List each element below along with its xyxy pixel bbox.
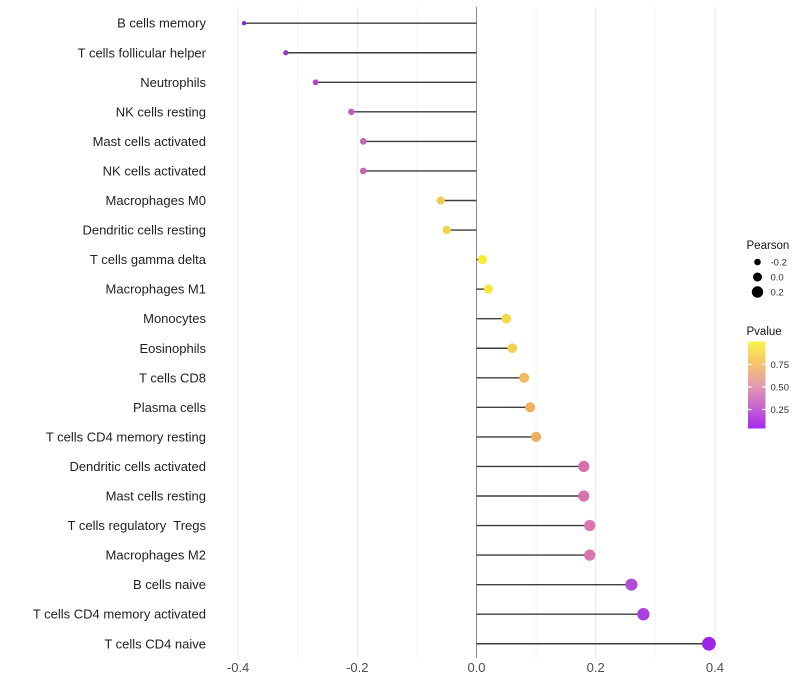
y-axis-label: Macrophages M1 [106, 282, 206, 297]
y-axis-label: Neutrophils [140, 75, 206, 90]
y-axis-label: T cells gamma delta [90, 252, 207, 267]
lollipop-dot [525, 402, 536, 413]
x-axis-tick-label: -0.4 [227, 660, 249, 675]
legend-size-label: 0.2 [771, 288, 784, 299]
lollipop-dot [436, 196, 445, 205]
lollipop-dot [501, 313, 512, 324]
lollipop-dot [283, 50, 289, 56]
y-axis-label: Macrophages M2 [106, 548, 206, 563]
x-axis-tick-label: 0.2 [587, 660, 605, 675]
x-axis-tick-label: 0.4 [706, 660, 724, 675]
lollipop-dot [442, 225, 451, 235]
legend-size-title: Pearson [747, 240, 790, 252]
y-axis-label: T cells CD4 memory resting [46, 429, 206, 444]
y-axis-label: Mast cells activated [93, 134, 206, 149]
y-axis-label: T cells follicular helper [78, 45, 207, 60]
lollipop-dot [702, 636, 716, 651]
legend-color-title: Pvalue [747, 326, 782, 338]
y-axis-label: T cells CD8 [139, 370, 206, 385]
legend-size-dot [753, 272, 762, 282]
y-axis-label: T cells regulatory Tregs [68, 518, 207, 533]
legend-colorbar-label: 0.75 [771, 360, 790, 371]
y-axis-label: T cells CD4 naive [104, 636, 206, 651]
y-axis-label: NK cells resting [116, 104, 206, 119]
x-axis-tick-label: 0.0 [467, 660, 485, 675]
y-axis-label: Dendritic cells resting [82, 223, 206, 238]
lollipop-dot [348, 108, 355, 116]
lollipop-dot [584, 519, 596, 532]
lollipop-dot [584, 549, 596, 561]
legend-size-label: 0.0 [771, 273, 784, 284]
y-axis-label: B cells memory [117, 16, 206, 31]
lollipop-dot [312, 79, 319, 86]
lollipop-dot [359, 138, 367, 145]
y-axis-label: Eosinophils [140, 341, 207, 356]
y-axis-label: T cells CD4 memory activated [33, 607, 206, 622]
lollipop-dot [241, 21, 247, 26]
legend-colorbar-label: 0.50 [771, 383, 790, 394]
lollipop-dot [578, 460, 590, 473]
legend-size-label: -0.2 [771, 258, 787, 269]
legend-size-dot [751, 286, 764, 298]
lollipop-dot [637, 608, 650, 621]
legend-colorbar [748, 341, 766, 429]
legend-size-dot [754, 258, 761, 266]
legend-colorbar-label: 0.25 [771, 405, 790, 416]
x-axis-tick-label: -0.2 [346, 660, 368, 675]
y-axis-label: Dendritic cells activated [69, 459, 206, 474]
lollipop-dot [531, 431, 542, 442]
lollipop-dot [578, 490, 590, 502]
y-axis-label: Mast cells resting [106, 489, 206, 504]
y-axis-label: Plasma cells [133, 400, 206, 415]
lollipop-dot [507, 343, 518, 354]
lollipop-dot [625, 578, 638, 591]
y-axis-label: B cells naive [133, 577, 206, 592]
lollipop-dot [519, 372, 530, 383]
lollipop-dot [359, 167, 367, 175]
y-axis-label: NK cells activated [103, 163, 206, 178]
y-axis-label: Monocytes [143, 311, 206, 326]
lollipop-dot [477, 255, 488, 265]
y-axis-label: Macrophages M0 [106, 193, 206, 208]
lollipop-dot [483, 284, 494, 294]
